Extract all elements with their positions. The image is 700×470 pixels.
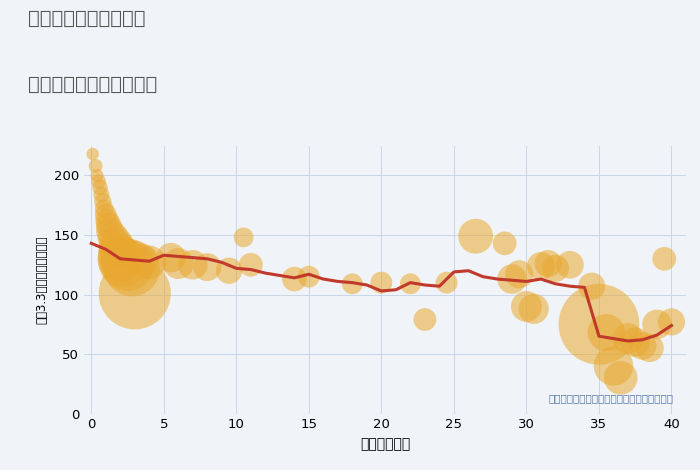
Point [103,222,114,229]
Point [303,273,314,281]
Point [111,240,122,247]
Point [144,258,155,266]
Point [666,318,677,326]
Point [470,233,482,240]
Point [644,345,655,352]
Point [601,329,612,337]
Point [104,227,116,235]
Point [376,279,387,286]
Point [499,240,510,247]
Point [405,280,416,288]
Point [594,321,605,328]
X-axis label: 築年数（年）: 築年数（年） [360,437,410,451]
Text: 東京都足立区神明南の: 東京都足立区神明南の [28,9,146,28]
Point [126,265,137,272]
Point [130,290,141,297]
Point [94,184,106,191]
Point [238,234,249,241]
Point [506,275,517,283]
Point [115,255,126,263]
Point [202,263,213,271]
Point [550,265,561,272]
Point [245,261,256,268]
Point [93,178,104,185]
Point [118,258,129,266]
Point [107,234,118,241]
Point [441,279,452,286]
Text: 円の大きさは、取引のあった物件面積を示す: 円の大きさは、取引のあった物件面積を示す [549,393,674,403]
Point [521,303,532,310]
Point [288,275,300,283]
Point [100,211,111,219]
Point [136,256,148,264]
Point [187,261,198,268]
Point [90,162,101,170]
Point [173,260,184,267]
Point [615,374,626,382]
Point [223,267,235,274]
Point [87,150,98,158]
Point [122,261,133,268]
Point [346,280,358,288]
Point [112,245,123,253]
Point [564,261,575,268]
Point [165,254,176,261]
Point [102,217,113,225]
Point [113,251,125,259]
Point [514,271,525,278]
Point [637,342,648,350]
Point [92,172,103,179]
Point [96,191,107,198]
Point [652,321,663,328]
Point [419,316,430,323]
Point [622,335,634,342]
Point [659,255,670,263]
Point [97,198,108,205]
Point [608,362,619,370]
Point [629,338,641,346]
Point [542,260,554,267]
Text: 築年数別中古戸建て価格: 築年数別中古戸建て価格 [28,75,158,94]
Y-axis label: 坪（3.3㎡）単価（万円）: 坪（3.3㎡）単価（万円） [35,235,48,324]
Point [586,282,597,290]
Point [536,262,547,270]
Point [99,205,110,212]
Point [528,305,539,313]
